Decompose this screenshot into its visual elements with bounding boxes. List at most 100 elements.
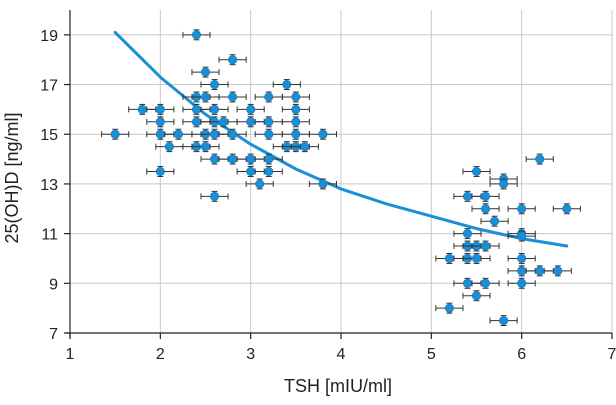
- point-marker: [499, 316, 509, 326]
- data-point: [281, 103, 310, 115]
- point-marker: [246, 167, 256, 177]
- point-marker: [246, 117, 256, 127]
- data-point: [525, 153, 554, 165]
- point-marker: [210, 104, 220, 114]
- data-point: [101, 128, 130, 140]
- data-point: [182, 29, 211, 41]
- point-marker: [264, 129, 274, 139]
- data-point: [471, 203, 500, 215]
- point-marker: [553, 266, 563, 276]
- data-point: [254, 116, 283, 128]
- point-marker: [201, 67, 211, 77]
- point-marker: [155, 129, 165, 139]
- x-tick-label: 6: [517, 346, 526, 363]
- point-marker: [264, 154, 274, 164]
- data-point: [435, 252, 464, 264]
- point-marker: [490, 216, 500, 226]
- point-marker: [481, 278, 491, 288]
- data-point: [290, 141, 319, 153]
- data-point: [435, 302, 464, 314]
- data-point: [308, 128, 337, 140]
- data-point: [146, 103, 175, 115]
- point-marker: [173, 129, 183, 139]
- y-tick-label: 7: [49, 326, 58, 343]
- data-point: [507, 203, 536, 215]
- y-tick-label: 11: [41, 227, 58, 244]
- data-point: [254, 128, 283, 140]
- point-marker: [517, 204, 527, 214]
- point-marker: [255, 179, 265, 189]
- data-point: [164, 128, 193, 140]
- data-point: [218, 153, 247, 165]
- point-marker: [210, 80, 220, 90]
- data-point: [218, 54, 247, 66]
- data-point: [254, 91, 283, 103]
- data-point: [480, 215, 509, 227]
- point-marker: [228, 55, 238, 65]
- fit-curve: [113, 30, 569, 248]
- point-marker: [201, 142, 211, 152]
- point-marker: [191, 30, 201, 40]
- point-marker: [517, 253, 527, 263]
- y-tick-label: 19: [40, 28, 58, 45]
- data-points: [101, 29, 581, 327]
- data-point: [507, 230, 536, 242]
- x-tick-label: 2: [156, 346, 165, 363]
- data-point: [245, 178, 274, 190]
- data-point: [200, 128, 229, 140]
- y-axis-title: 25(OH)D [ng/ml]: [2, 112, 22, 243]
- point-marker: [444, 303, 454, 313]
- y-tick-label: 9: [49, 276, 58, 293]
- point-marker: [318, 179, 328, 189]
- point-marker: [499, 179, 509, 189]
- grid: [70, 10, 613, 333]
- point-marker: [282, 80, 292, 90]
- data-point: [272, 79, 301, 91]
- data-point: [218, 128, 247, 140]
- data-point: [308, 178, 337, 190]
- x-tick-label: 7: [608, 346, 616, 363]
- point-marker: [246, 154, 256, 164]
- point-marker: [201, 92, 211, 102]
- point-marker: [481, 204, 491, 214]
- point-marker: [462, 229, 472, 239]
- point-marker: [318, 129, 328, 139]
- data-point: [146, 116, 175, 128]
- point-marker: [471, 253, 481, 263]
- tick-labels: 1 2 3 4 5 6 7 7 9 11 13 15 17 19: [40, 28, 616, 363]
- data-point: [489, 315, 518, 327]
- point-marker: [246, 104, 256, 114]
- point-marker: [137, 104, 147, 114]
- x-axis-title: TSH [mIU/ml]: [284, 376, 392, 396]
- point-marker: [219, 117, 229, 127]
- point-marker: [300, 142, 310, 152]
- point-marker: [228, 154, 238, 164]
- point-marker: [444, 253, 454, 263]
- data-point: [191, 66, 220, 78]
- data-point: [471, 190, 500, 202]
- point-marker: [155, 167, 165, 177]
- data-point: [453, 228, 482, 240]
- y-tick-label: 13: [40, 177, 58, 194]
- y-tick-label: 15: [40, 127, 58, 144]
- data-point: [191, 141, 220, 153]
- data-point: [471, 277, 500, 289]
- data-point: [281, 116, 310, 128]
- data-point: [462, 166, 491, 177]
- point-marker: [264, 92, 274, 102]
- data-point: [200, 190, 229, 202]
- data-point: [200, 103, 229, 115]
- point-marker: [110, 129, 120, 139]
- axes: [64, 10, 613, 339]
- point-marker: [210, 191, 220, 201]
- data-point: [236, 103, 265, 115]
- point-marker: [210, 129, 220, 139]
- data-point: [489, 178, 518, 190]
- data-point: [236, 153, 265, 165]
- point-marker: [462, 191, 472, 201]
- point-marker: [264, 117, 274, 127]
- data-point: [272, 141, 301, 153]
- data-point: [281, 128, 310, 140]
- point-marker: [291, 92, 301, 102]
